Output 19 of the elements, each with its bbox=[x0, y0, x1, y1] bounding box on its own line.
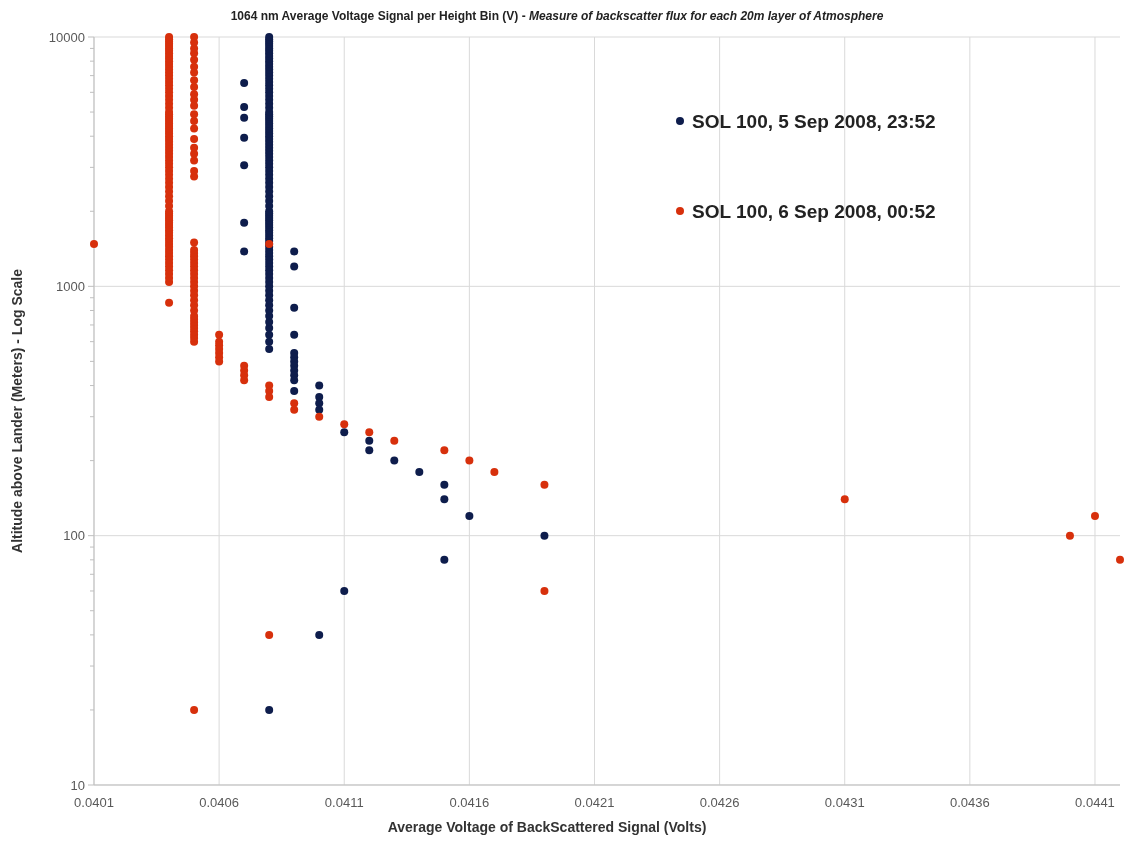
legend-label: SOL 100, 6 Sep 2008, 00:52 bbox=[692, 200, 936, 222]
x-tick-label: 0.0431 bbox=[824, 795, 865, 810]
x-tick-label: 0.0421 bbox=[574, 795, 615, 810]
x-tick-label: 0.0406 bbox=[199, 795, 239, 810]
y-tick-label: 10 bbox=[70, 777, 85, 793]
x-tick-label: 0.0426 bbox=[699, 795, 740, 810]
x-tick-label: 0.0411 bbox=[324, 795, 364, 810]
y-tick-label: 100 bbox=[63, 528, 85, 544]
chart-subtitle: Measure of backscatter flux for each 20m layer of Atmosphere bbox=[525, 9, 884, 23]
legend-label: SOL 100, 5 Sep 2008, 23:52 bbox=[692, 110, 936, 132]
chart-title: 1064 nm Average Voltage Signal per Height Bin (V) - bbox=[230, 9, 526, 23]
x-tick-label: 0.0401 bbox=[74, 795, 114, 810]
y-axis-title: Altitude above Lander (Meters) - Log Scale bbox=[9, 268, 25, 553]
y-tick-label: 1000 bbox=[56, 278, 85, 294]
x-axis-title: Average Voltage of BackScattered Signal (Volts) bbox=[387, 819, 707, 835]
x-tick-label: 0.0441 bbox=[1075, 795, 1115, 810]
x-tick-label: 0.0416 bbox=[449, 795, 490, 810]
y-tick-label: 10000 bbox=[48, 29, 85, 45]
x-tick-label: 0.0436 bbox=[949, 795, 990, 810]
